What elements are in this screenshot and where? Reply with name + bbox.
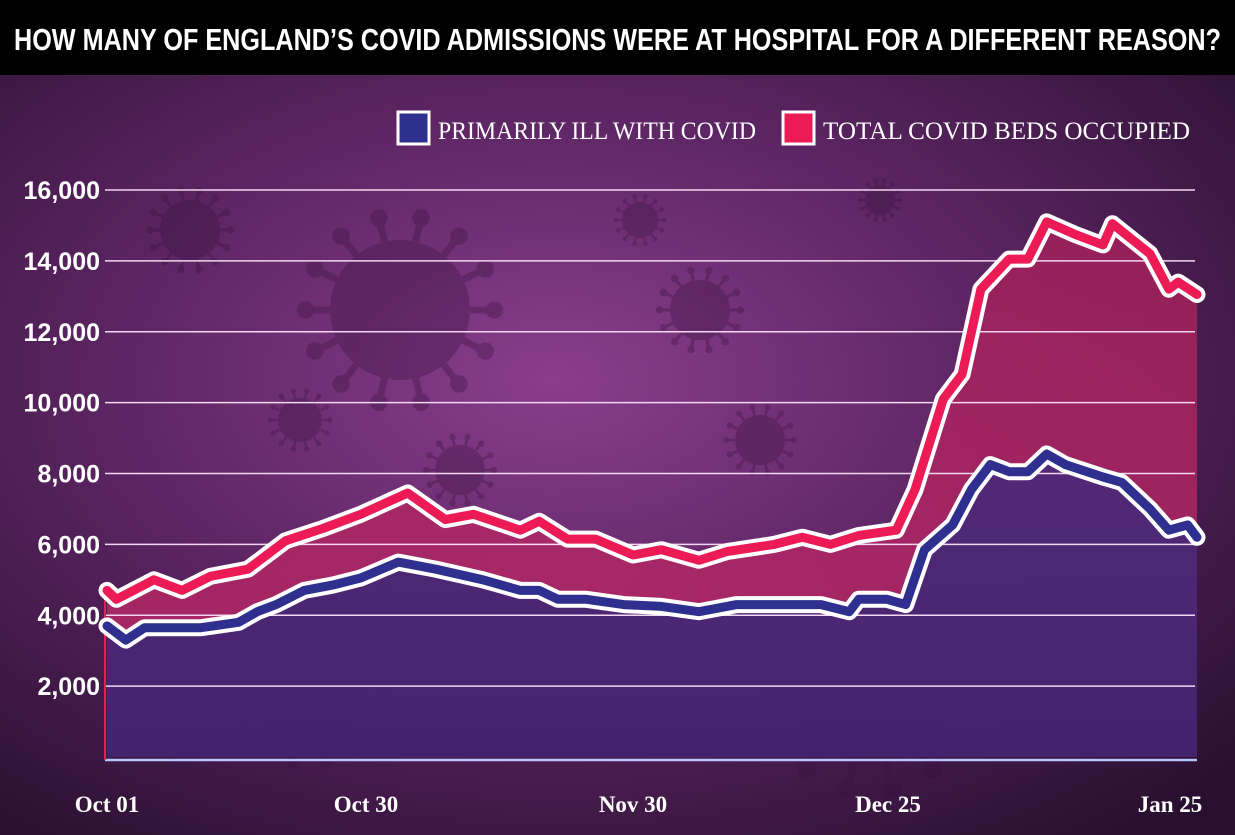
y-tick-label: 4,000 [37,602,100,630]
title-bar [0,0,1235,75]
y-tick-label: 10,000 [24,390,100,418]
legend-swatch-primarily-ill [396,110,431,146]
x-tick-label: Oct 30 [334,792,399,817]
virus-icon [857,178,903,222]
x-tick-label: Nov 30 [599,792,667,817]
legend-label-primarily-ill: PRIMARILY ILL WITH COVID [438,118,756,145]
x-tick-label: Dec 25 [855,792,921,817]
y-tick-label: 2,000 [37,673,100,701]
chart-title: HOW MANY OF ENGLAND’S COVID ADMISSIONS W… [14,22,1221,57]
line-total-beds [102,217,1202,604]
virus-icon [723,403,797,477]
legend-swatch-total-beds [781,110,816,146]
legend-label-total-beds: TOTAL COVID BEDS OCCUPIED [823,118,1190,145]
virus-icon [145,186,235,274]
y-tick-label: 12,000 [24,319,100,347]
y-tick-label: 16,000 [24,177,100,205]
area-primarily-ill [107,454,1197,757]
virus-icon [267,388,333,452]
virus-icon [613,194,667,246]
virus-icon [655,266,745,354]
virus-icon [296,209,504,411]
y-tick-label: 8,000 [37,461,100,489]
x-tick-label: Oct 01 [75,792,140,817]
legend: PRIMARILY ILL WITH COVID TOTAL COVID BED… [396,110,1190,146]
y-tick-label: 14,000 [24,248,100,276]
line-primarily-ill [102,449,1202,645]
virus-icon [423,433,497,507]
y-tick-label: 6,000 [37,531,100,559]
x-tick-label: Jan 25 [1138,792,1203,817]
